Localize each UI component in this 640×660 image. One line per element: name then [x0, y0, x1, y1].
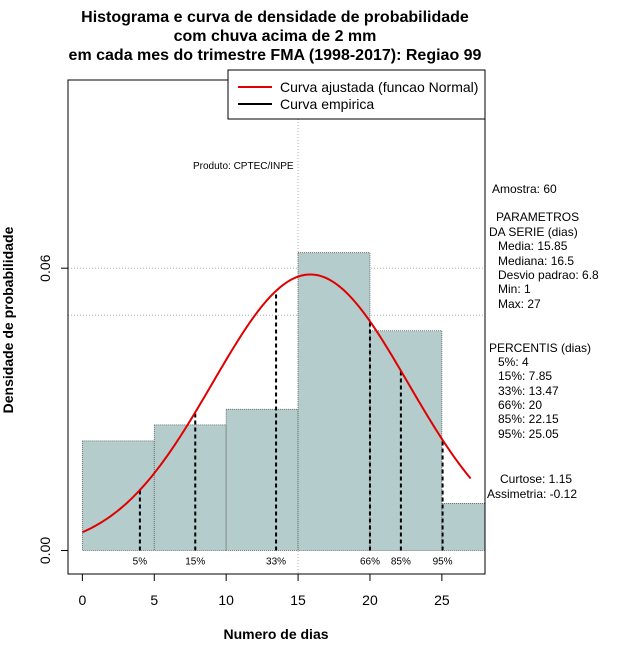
histogram-bar-4: [369, 330, 443, 551]
stat-p66: 66%: 20: [498, 398, 542, 412]
stat-media: Media: 15.85: [498, 239, 568, 253]
x-tick-label-0: 0: [78, 592, 86, 608]
stat-p5: 5%: 4: [498, 355, 529, 369]
stat-p85: 85%: 22.15: [498, 412, 559, 426]
title-line-3: em cada mes do trimestre FMA (1998-2017)…: [69, 47, 482, 64]
histogram-bars: [81, 252, 486, 551]
stat-assimetria: Assimetria: -0.12: [487, 487, 577, 501]
y-tick-label-0: 0.00: [37, 537, 53, 564]
percentile-label-4: 85%: [391, 556, 411, 567]
percentile-label-3: 66%: [360, 556, 380, 567]
stat-amostra: Amostra: 60: [492, 182, 557, 196]
histogram-bar-0: [81, 440, 155, 551]
x-axis-label: Numero de dias: [223, 626, 328, 642]
stat-curtose: Curtose: 1.15: [500, 472, 572, 486]
histogram-bar-3: [297, 252, 371, 551]
histogram-bar-2: [225, 408, 299, 551]
stat-p15: 15%: 7.85: [498, 369, 552, 383]
percentile-label-1: 15%: [185, 556, 205, 567]
stat-mediana: Mediana: 16.5: [498, 254, 574, 268]
stats-panel: Amostra: 60 PARAMETROS DA SERIE (dias) M…: [487, 182, 599, 501]
x-tick-label-2: 10: [218, 592, 234, 608]
y-axis-label: Densidade de probabilidade: [0, 226, 16, 413]
stat-max: Max: 27: [498, 297, 541, 311]
legend-label-fitted: Curva ajustada (funcao Normal): [280, 79, 478, 95]
stat-param-header-2: DA SERIE (dias): [489, 225, 578, 239]
chart-title: Histograma e curva de densidade de proba…: [69, 9, 482, 64]
product-annotation: Produto: CPTEC/INPE: [193, 161, 294, 172]
stat-param-header-1: PARAMETROS: [496, 210, 579, 224]
y-axis: 0.00 0.06: [37, 254, 69, 564]
stat-percentis-header: PERCENTIS (dias): [489, 341, 591, 355]
stat-desvio: Desvio padrao: 6.8: [498, 268, 599, 282]
x-tick-label-1: 5: [150, 592, 158, 608]
percentile-label-2: 33%: [266, 556, 286, 567]
percentile-label-5: 95%: [433, 556, 453, 567]
x-tick-label-4: 20: [362, 592, 378, 608]
x-tick-label-3: 15: [290, 592, 306, 608]
histogram-bar-5: [441, 503, 486, 551]
percentile-lines: 5% 15% 33% 66% 85% 95%: [133, 290, 453, 567]
legend: Curva ajustada (funcao Normal) Curva emp…: [227, 69, 486, 120]
normal-curve: [81, 273, 472, 534]
legend-label-empirical: Curva empirica: [280, 96, 374, 112]
stat-min: Min: 1: [498, 282, 531, 296]
y-tick-label-1: 0.06: [37, 254, 53, 281]
percentile-label-0: 5%: [133, 556, 148, 567]
histogram-bar-1: [153, 424, 227, 551]
x-axis: 0 5 10 15 20 25: [78, 573, 450, 608]
title-line-2: com chuva acima de 2 mm: [174, 28, 377, 45]
stat-p33: 33%: 13.47: [498, 384, 559, 398]
title-line-1: Histograma e curva de densidade de proba…: [81, 9, 469, 26]
x-tick-label-5: 25: [434, 592, 450, 608]
legend-box: [227, 69, 486, 120]
stat-p95: 95%: 25.05: [498, 427, 559, 441]
